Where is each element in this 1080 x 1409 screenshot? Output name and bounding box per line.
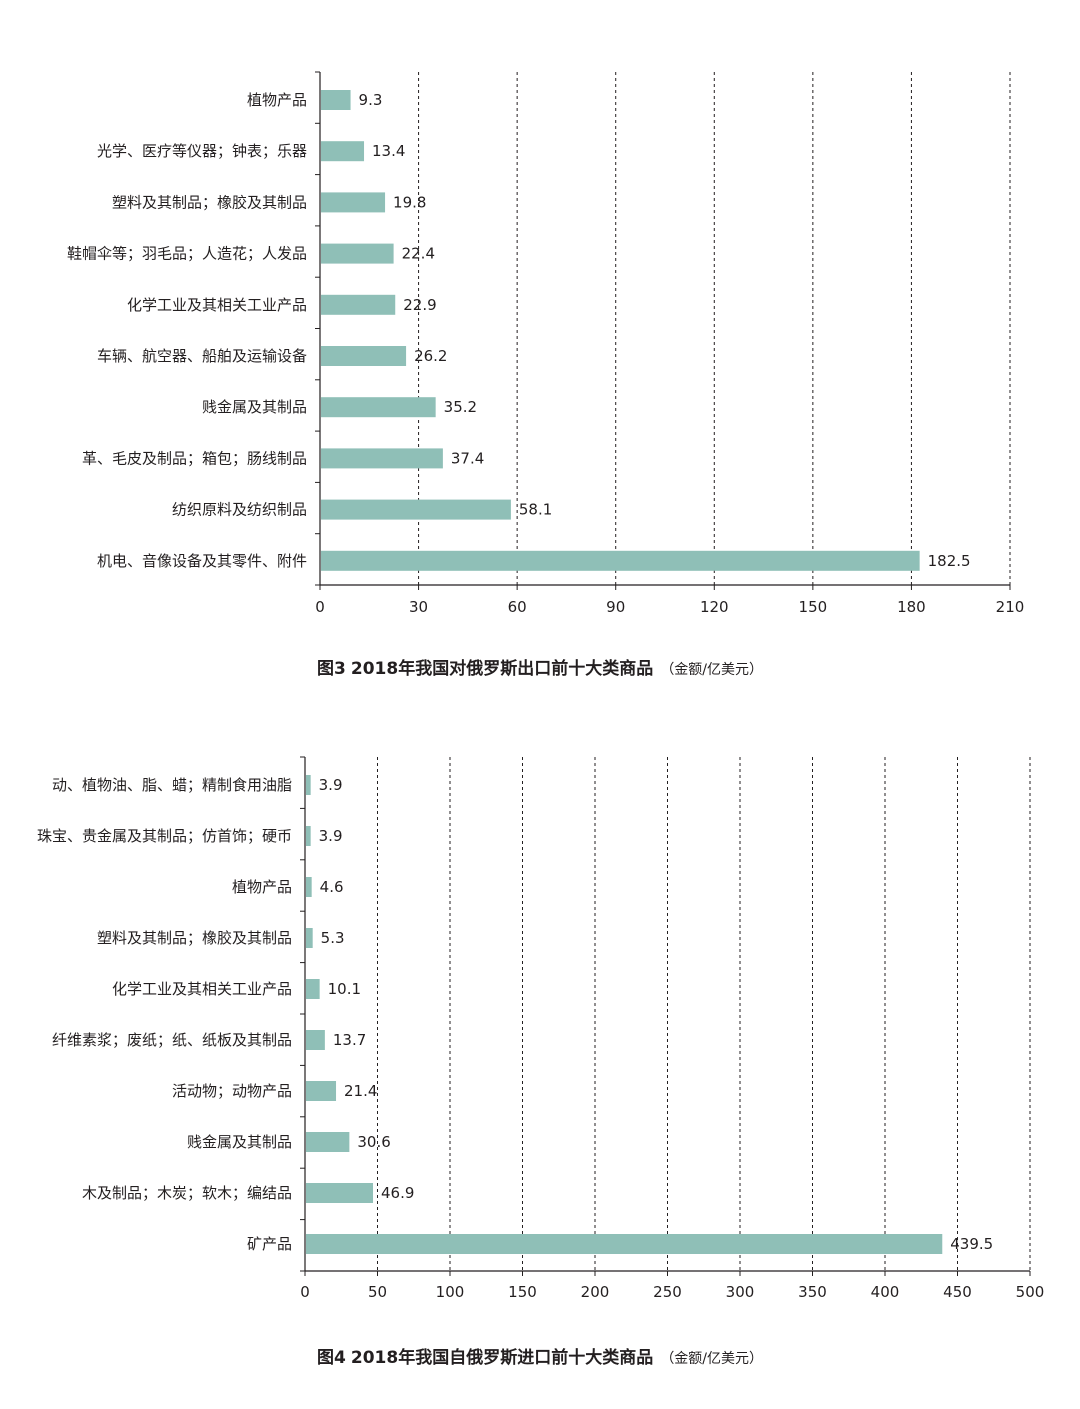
value-label: 30.6: [357, 1133, 390, 1151]
category-label: 活动物；动物产品: [172, 1082, 292, 1100]
value-label: 3.9: [319, 776, 343, 794]
x-tick-label: 150: [799, 598, 828, 616]
x-tick-label: 210: [996, 598, 1025, 616]
export-chart: 0 30 60 90 120 150 180 210 植物产品 9.3 光学、医疗等仪器；钟表；乐器…: [0, 0, 1080, 700]
bar: [321, 499, 511, 520]
value-label: 13.7: [333, 1031, 366, 1049]
x-tick-label: 500: [1016, 1283, 1045, 1301]
category-label: 植物产品: [247, 91, 307, 109]
value-label: 4.6: [320, 878, 344, 896]
bar: [306, 979, 320, 999]
export-chart-caption: 图3 2018年我国对俄罗斯出口前十大类商品 （金额/亿美元）: [0, 654, 1080, 679]
x-tick-label: 350: [798, 1283, 827, 1301]
bar: [321, 141, 365, 162]
value-label: 439.5: [950, 1235, 993, 1253]
x-tick-label: 50: [368, 1283, 387, 1301]
bar: [306, 1183, 374, 1203]
bar: [321, 448, 443, 469]
import-chart-caption: 图4 2018年我国自俄罗斯进口前十大类商品 （金额/亿美元）: [0, 1343, 1080, 1368]
x-tick-label: 450: [943, 1283, 972, 1301]
bar: [321, 550, 920, 571]
x-tick-label: 100: [436, 1283, 465, 1301]
x-tick-label: 180: [897, 598, 926, 616]
value-label: 26.2: [414, 347, 447, 365]
bar: [321, 90, 351, 110]
bar: [321, 346, 407, 366]
value-label: 19.8: [393, 193, 426, 211]
x-tick-label: 0: [300, 1283, 310, 1301]
chart-unit: （金额/亿美元）: [660, 1351, 764, 1367]
value-label: 21.4: [344, 1082, 377, 1100]
category-label: 化学工业及其相关工业产品: [127, 296, 307, 314]
bar: [306, 775, 311, 795]
category-label: 珠宝、贵金属及其制品；仿首饰；硬币: [37, 827, 292, 845]
x-tick-label: 300: [726, 1283, 755, 1301]
category-label: 革、毛皮及制品；箱包；肠线制品: [82, 449, 307, 467]
x-tick-label: 400: [871, 1283, 900, 1301]
bar: [321, 192, 386, 213]
value-label: 9.3: [359, 91, 383, 109]
category-label: 贱金属及其制品: [202, 398, 307, 416]
category-label: 车辆、航空器、船舶及运输设备: [97, 347, 307, 365]
category-label: 鞋帽伞等；羽毛品；人造花；人发品: [67, 245, 307, 263]
bar: [306, 1081, 337, 1101]
category-label: 纤维素浆；废纸；纸、纸板及其制品: [52, 1031, 292, 1049]
category-label: 纺织原料及纺织制品: [172, 501, 307, 519]
chart-title: 2018年我国对俄罗斯出口前十大类商品: [350, 659, 654, 679]
bar: [321, 243, 394, 264]
value-label: 22.4: [402, 245, 435, 263]
chart-unit: （金额/亿美元）: [660, 662, 764, 678]
bar: [306, 1234, 943, 1254]
bar: [321, 294, 396, 315]
category-label: 塑料及其制品；橡胶及其制品: [112, 193, 307, 211]
bar: [306, 1030, 325, 1050]
value-label: 46.9: [381, 1184, 414, 1202]
x-tick-label: 150: [508, 1283, 537, 1301]
value-label: 5.3: [321, 929, 345, 947]
category-label: 植物产品: [232, 878, 292, 896]
value-label: 35.2: [444, 398, 477, 416]
category-label: 动、植物油、脂、蜡；精制食用油脂: [52, 776, 292, 794]
value-label: 13.4: [372, 142, 405, 160]
x-tick-label: 30: [409, 598, 428, 616]
bar: [321, 397, 436, 418]
value-label: 10.1: [328, 980, 361, 998]
category-label: 塑料及其制品；橡胶及其制品: [97, 929, 292, 947]
value-label: 22.9: [403, 296, 436, 314]
chart-title: 2018年我国自俄罗斯进口前十大类商品: [350, 1348, 654, 1368]
value-label: 58.1: [519, 501, 552, 519]
figure-number: 图3: [316, 659, 346, 679]
bar: [306, 826, 311, 846]
bar: [306, 877, 312, 897]
export-chart-plot: 0 30 60 90 120 150 180 210 植物产品 9.3 光学、医疗等仪器；钟表；乐器…: [67, 71, 1025, 616]
category-label: 化学工业及其相关工业产品: [112, 980, 292, 998]
category-label: 光学、医疗等仪器；钟表；乐器: [97, 142, 307, 160]
category-label: 木及制品；木炭；软木；编结品: [82, 1184, 292, 1202]
x-tick-label: 0: [315, 598, 325, 616]
category-label: 机电、音像设备及其零件、附件: [97, 552, 307, 570]
value-label: 3.9: [319, 827, 343, 845]
x-tick-label: 90: [606, 598, 625, 616]
bar: [306, 928, 313, 948]
import-chart-plot: 0 50 100 150 200 250 300 350 400 450 500 动、植物油、脂、蜡；…: [37, 756, 1045, 1301]
x-tick-label: 250: [653, 1283, 682, 1301]
x-tick-label: 200: [581, 1283, 610, 1301]
x-tick-label: 120: [700, 598, 729, 616]
bar: [306, 1132, 350, 1152]
category-label: 贱金属及其制品: [187, 1133, 292, 1151]
figure-number: 图4: [316, 1348, 346, 1368]
x-tick-label: 60: [508, 598, 527, 616]
value-label: 37.4: [451, 449, 484, 467]
category-label: 矿产品: [247, 1235, 292, 1253]
value-label: 182.5: [928, 552, 971, 570]
